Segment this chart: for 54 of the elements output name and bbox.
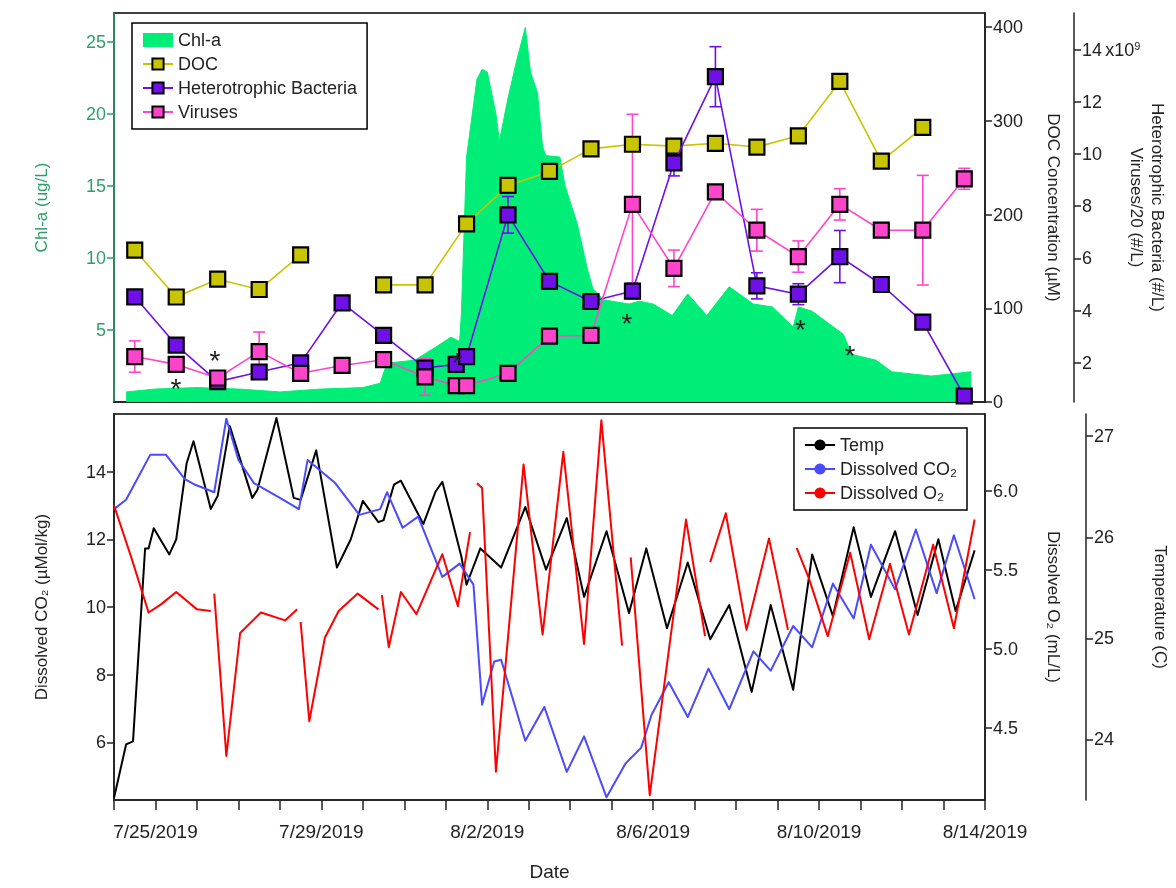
y3-tick-label: 27	[1094, 426, 1115, 447]
y2-axis-title: Dissolved O₂ (mL/L)	[1044, 530, 1063, 684]
x-tick-label: 7/25/2019	[113, 821, 198, 842]
y3-tick-label: 4	[1082, 300, 1093, 321]
y-tick-label: 12	[85, 529, 106, 550]
y3-tick-label: 25	[1094, 628, 1115, 649]
annotation: *	[794, 313, 806, 345]
y-tick-label: 10	[85, 597, 106, 617]
y3-tick-label: 2	[1082, 352, 1093, 373]
y3-axis-title: Temperature (C)	[1151, 545, 1170, 669]
legend-label: Heterotrophic Bacteria	[178, 78, 359, 98]
y-tick-label: 15	[85, 175, 106, 196]
y-tick-label: 6	[95, 732, 106, 753]
y-tick-label: 5	[95, 319, 106, 340]
y-axis-title: Dissolved CO₂ (µMol/kg)	[32, 513, 51, 701]
y-tick-label: 10	[85, 247, 106, 268]
y-tick-label: 25	[85, 31, 106, 52]
y3-tick-label: 8	[1082, 196, 1093, 217]
y2-tick-label: 4.5	[993, 717, 1019, 738]
x-axis-title: Date	[529, 861, 570, 882]
x-tick-label: 8/6/2019	[616, 821, 691, 842]
y3-tick-label: 12	[1082, 91, 1103, 112]
y3-tick-label: 24	[1094, 729, 1115, 750]
annotation: *	[844, 340, 856, 372]
y2-tick-label: 6.0	[993, 481, 1019, 502]
y2-tick-label: 400	[993, 17, 1024, 38]
legend-label: DOC	[178, 54, 218, 74]
x-tick-label: 8/2/2019	[450, 821, 525, 842]
legend-label: Chl-a	[178, 30, 222, 50]
y-tick-label: 20	[85, 103, 106, 124]
x-tick-label: 8/14/2019	[942, 821, 1028, 842]
legend-label: Temp	[839, 435, 884, 455]
y2-tick-label: 5.5	[993, 559, 1019, 580]
y3-tick-label: 26	[1094, 527, 1115, 548]
legend-label: Viruses	[178, 102, 238, 122]
y-axis-title: Chl-a (ug/L)	[32, 162, 51, 253]
y-tick-label: 14	[85, 461, 106, 482]
y2-axis-title: DOC Concentration (µM)	[1044, 113, 1063, 302]
y3-axis-title: Heterotrophic Bacteria (#/L) Viruses/20 (#/L)	[1127, 103, 1167, 312]
y3-tick-label: 6	[1082, 248, 1093, 269]
annotation: *	[209, 345, 221, 377]
legend-label: Dissolved CO₂	[839, 459, 958, 479]
y3-tick-label: 14	[1082, 39, 1103, 60]
y3-tick-label: 10	[1082, 143, 1103, 164]
x-tick-label: 8/10/2019	[776, 821, 862, 842]
y-tick-label: 8	[95, 664, 106, 685]
y2-tick-label: 200	[993, 204, 1024, 225]
annotation: *	[621, 308, 633, 340]
legend-label: Dissolved O₂	[839, 483, 945, 503]
y2-tick-label: 300	[993, 110, 1024, 131]
y2-tick-label: 0	[993, 392, 1004, 412]
y2-tick-label: 5.0	[993, 638, 1019, 659]
x-tick-label: 7/29/2019	[279, 821, 364, 842]
y2-tick-label: 100	[993, 298, 1024, 319]
